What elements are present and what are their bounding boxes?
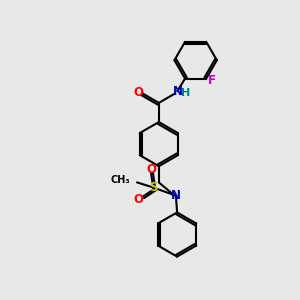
Text: O: O (134, 193, 144, 206)
Text: CH₃: CH₃ (111, 175, 130, 185)
Text: N: N (172, 85, 182, 98)
Text: O: O (134, 86, 144, 99)
Text: H: H (181, 88, 190, 98)
Text: N: N (171, 189, 181, 202)
Text: F: F (208, 74, 215, 86)
Text: S: S (150, 181, 158, 194)
Text: O: O (146, 163, 157, 176)
